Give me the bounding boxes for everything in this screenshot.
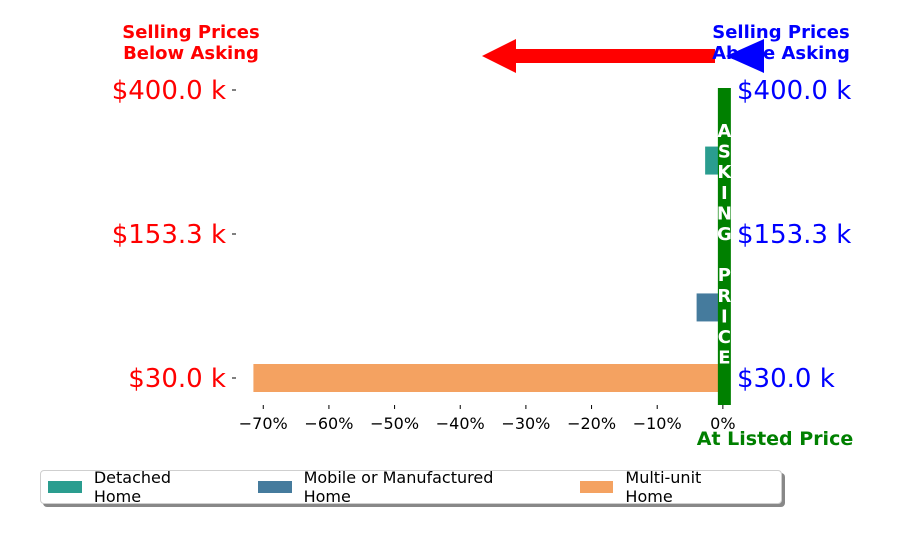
x-tick-label: −40% — [436, 414, 485, 433]
bar-3 — [253, 364, 723, 392]
legend: Detached Home Mobile or Manufactured Home… — [40, 468, 782, 506]
asking-price-letter: E — [718, 348, 730, 369]
legend-label: Mobile or Manufactured Home — [303, 468, 494, 506]
asking-price-letter: R — [717, 286, 731, 307]
y-tick-label-left: $400.0 k — [112, 76, 226, 106]
x-tick-label: −20% — [567, 414, 616, 433]
direction-arrows — [482, 39, 764, 73]
asking-price-letter: N — [717, 203, 732, 224]
asking-price-letter: I — [721, 183, 728, 204]
asking-price-letter: I — [721, 306, 728, 327]
x-tick-label: −60% — [304, 414, 353, 433]
y-tick-label-right: $400.0 k — [737, 76, 851, 106]
legend-label: Detached Home — [93, 468, 172, 506]
y-tick-label-right: $30.0 k — [737, 364, 835, 394]
at-listed-price-label: At Listed Price — [697, 428, 853, 450]
asking-price-bar — [717, 88, 731, 405]
legend-label: Multi-unit Home — [625, 468, 702, 506]
asking-price-letter: K — [717, 162, 732, 183]
below-arrow-shaft — [515, 49, 715, 63]
y-tick-label-right: $153.3 k — [737, 220, 851, 250]
above-asking-label-line: Selling Prices — [712, 22, 849, 43]
legend-item: Mobile or Manufactured Home — [257, 468, 545, 506]
legend-swatch — [48, 481, 82, 493]
asking-price-letter: S — [718, 142, 731, 163]
legend-item: Detached Home — [48, 468, 223, 506]
legend-item: Multi-unit Home — [579, 468, 753, 506]
above-arrow-head — [726, 39, 764, 73]
above-asking-label: Selling Prices Above Asking — [712, 22, 850, 64]
y-tick-label-left: $30.0 k — [128, 364, 226, 394]
y-axis-left: $400.0 k $153.3 k $30.0 k — [112, 76, 236, 394]
above-asking-label-line: Above Asking — [712, 43, 850, 64]
below-asking-label-line: Selling Prices — [122, 22, 259, 43]
x-tick-label: −10% — [633, 414, 682, 433]
legend-swatch — [579, 481, 614, 493]
y-axis-right: $400.0 k $153.3 k $30.0 k — [737, 76, 851, 394]
x-tick-label: −70% — [239, 414, 288, 433]
x-tick-label: −30% — [501, 414, 550, 433]
x-tick-label: 0% — [710, 414, 735, 433]
below-asking-label-line: Below Asking — [123, 43, 259, 64]
below-arrow-head — [482, 39, 516, 73]
x-tick-label: −50% — [370, 414, 419, 433]
asking-price-letter: G — [717, 224, 732, 245]
below-asking-label: Selling Prices Below Asking — [122, 22, 259, 64]
asking-price-letter: A — [717, 121, 731, 142]
asking-price-letter: P — [718, 265, 731, 286]
x-axis: −70% −60% −50% −40% −30% −20% −10% 0% — [239, 405, 736, 433]
bars-group — [253, 146, 723, 392]
asking-price-letter: C — [718, 327, 731, 348]
legend-swatch — [257, 481, 292, 493]
y-tick-label-left: $153.3 k — [112, 220, 226, 250]
